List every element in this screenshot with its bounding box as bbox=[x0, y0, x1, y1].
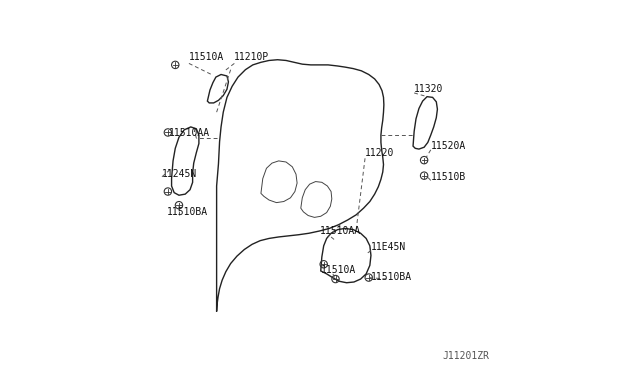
Text: 11510BA: 11510BA bbox=[167, 207, 208, 217]
Text: 11510BA: 11510BA bbox=[371, 272, 412, 282]
Text: 11510A: 11510A bbox=[321, 265, 356, 275]
Text: 11520A: 11520A bbox=[431, 141, 466, 151]
Text: J11201ZR: J11201ZR bbox=[443, 352, 490, 361]
Text: 11245N: 11245N bbox=[162, 169, 197, 179]
Text: 11320: 11320 bbox=[414, 84, 444, 94]
Text: 11510AA: 11510AA bbox=[320, 226, 361, 236]
Text: 11510A: 11510A bbox=[189, 52, 224, 62]
Text: 11510B: 11510B bbox=[431, 172, 466, 182]
Text: 11510AA: 11510AA bbox=[168, 128, 210, 138]
Text: 11E45N: 11E45N bbox=[371, 242, 406, 252]
Text: 11210P: 11210P bbox=[234, 52, 269, 62]
Text: 11220: 11220 bbox=[365, 148, 394, 158]
